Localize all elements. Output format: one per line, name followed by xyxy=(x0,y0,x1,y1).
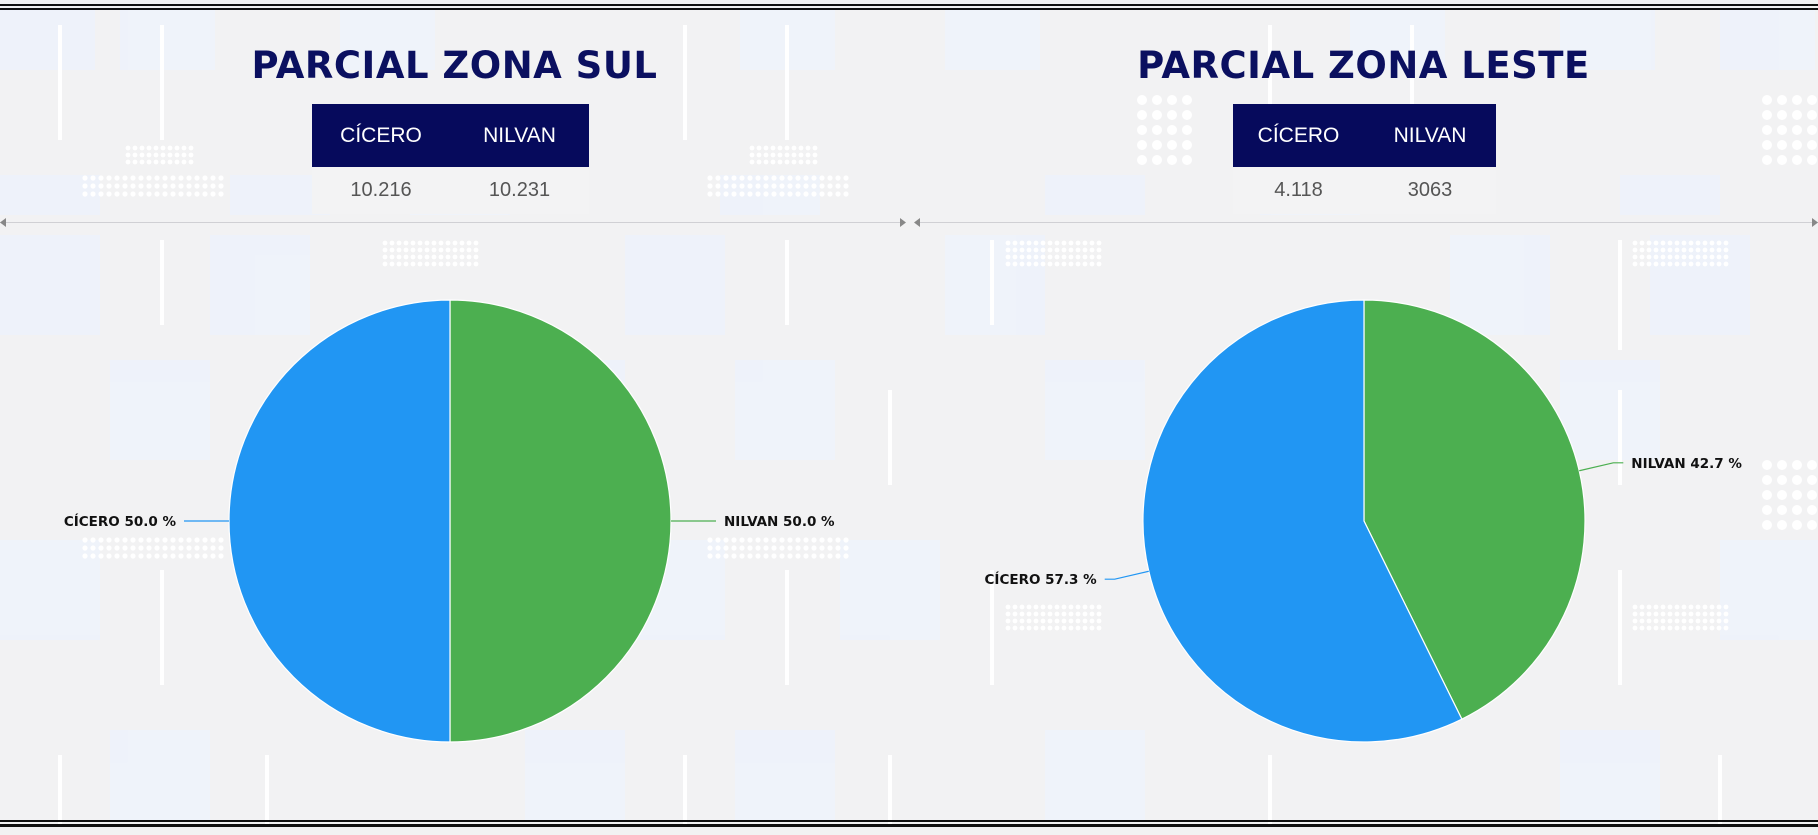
value-nilvan: 3063 xyxy=(1407,179,1453,201)
panel-zona-leste: PARCIAL ZONA LESTE CÍCERO NILVAN 4.118 3… xyxy=(909,0,1818,835)
slice-label: NILVAN 50.0 % xyxy=(724,514,835,530)
table-header-row: CÍCERO NILVAN xyxy=(312,104,589,167)
header-nilvan: NILVAN xyxy=(1393,123,1467,147)
slice-label: CÍCERO 57.3 % xyxy=(985,571,1098,588)
scroll-right-arrow-icon[interactable] xyxy=(898,218,906,227)
table-header-row: CÍCERO NILVAN xyxy=(1233,104,1496,167)
header-nilvan: NILVAN xyxy=(483,123,556,147)
panel-title: PARCIAL ZONA SUL xyxy=(251,44,658,87)
pie-slice-nilvan[interactable] xyxy=(449,299,672,743)
header-cicero: CÍCERO xyxy=(340,123,422,147)
header-cicero: CÍCERO xyxy=(1257,123,1340,147)
horizontal-scrollbar[interactable] xyxy=(0,222,905,223)
table-values-row: 10.216 10.231 xyxy=(312,167,589,214)
value-cicero: 10.216 xyxy=(350,179,412,201)
value-nilvan: 10.231 xyxy=(488,179,551,201)
label-leader-line xyxy=(1579,462,1624,472)
slice-label: CÍCERO 50.0 % xyxy=(64,513,177,530)
score-table: CÍCERO NILVAN 10.216 10.231 xyxy=(312,104,589,214)
scroll-left-arrow-icon[interactable] xyxy=(914,218,922,227)
panel-zona-sul: PARCIAL ZONA SUL CÍCERO NILVAN 10.216 10… xyxy=(0,44,906,227)
slice-label: NILVAN 42.7 % xyxy=(1631,456,1742,472)
pie-slice-cicero[interactable] xyxy=(1142,299,1463,743)
horizontal-scrollbar[interactable] xyxy=(915,222,1818,223)
scroll-left-arrow-icon[interactable] xyxy=(0,218,8,227)
label-leader-line xyxy=(1104,570,1149,580)
pie-slice-cicero[interactable] xyxy=(228,299,451,743)
top-border-inner xyxy=(0,8,1818,10)
score-table: CÍCERO NILVAN 4.118 3063 xyxy=(1233,104,1496,214)
scroll-right-arrow-icon[interactable] xyxy=(1810,218,1818,227)
panel-title: PARCIAL ZONA LESTE xyxy=(1137,44,1590,87)
top-border xyxy=(0,4,1818,6)
value-cicero: 4.118 xyxy=(1274,179,1323,201)
bottom-border-inner xyxy=(0,824,1818,827)
table-values-row: 4.118 3063 xyxy=(1233,167,1496,214)
bottom-border xyxy=(0,820,1818,822)
